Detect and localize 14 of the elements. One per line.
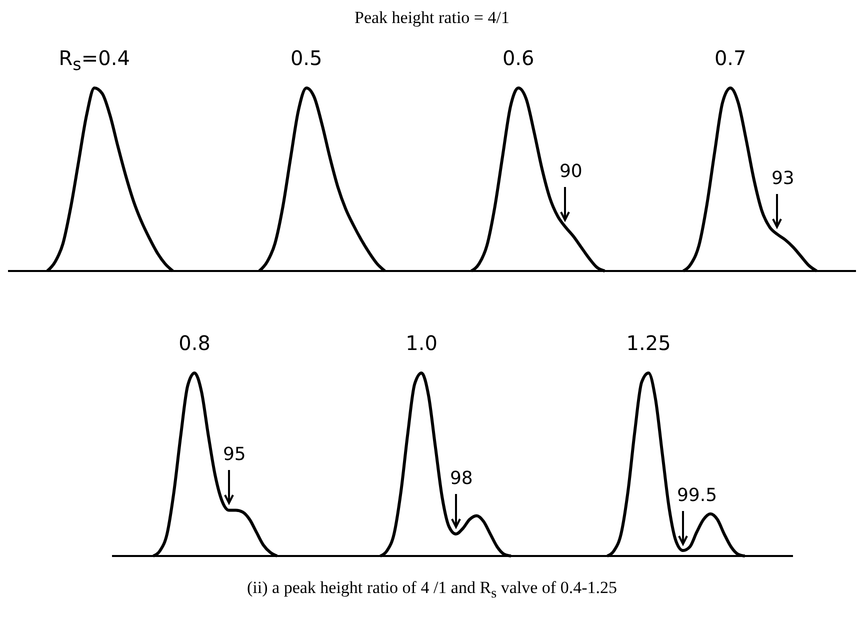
- annotation: 95: [222, 444, 246, 466]
- chart-title: R$_{s}$=0.4: [58, 46, 131, 74]
- chart-title: 0.7: [713, 46, 748, 70]
- annotation: 93: [771, 168, 794, 190]
- chart-title: 0.8: [178, 331, 212, 355]
- chart-title: 0.6: [501, 46, 536, 70]
- chart-title: 1.25: [625, 331, 672, 355]
- chart-title: 1.0: [404, 331, 438, 355]
- text: (ii) a peak height ratio of 4 /1 and R$_{s}$ valve of 0.4-1.25: [246, 578, 618, 602]
- text: Peak height ratio = 4/1: [353, 8, 510, 29]
- annotation: 99.5: [676, 484, 718, 506]
- chart-title: 0.5: [289, 46, 324, 70]
- annotation: 98: [450, 468, 473, 490]
- annotation: 90: [559, 161, 582, 182]
